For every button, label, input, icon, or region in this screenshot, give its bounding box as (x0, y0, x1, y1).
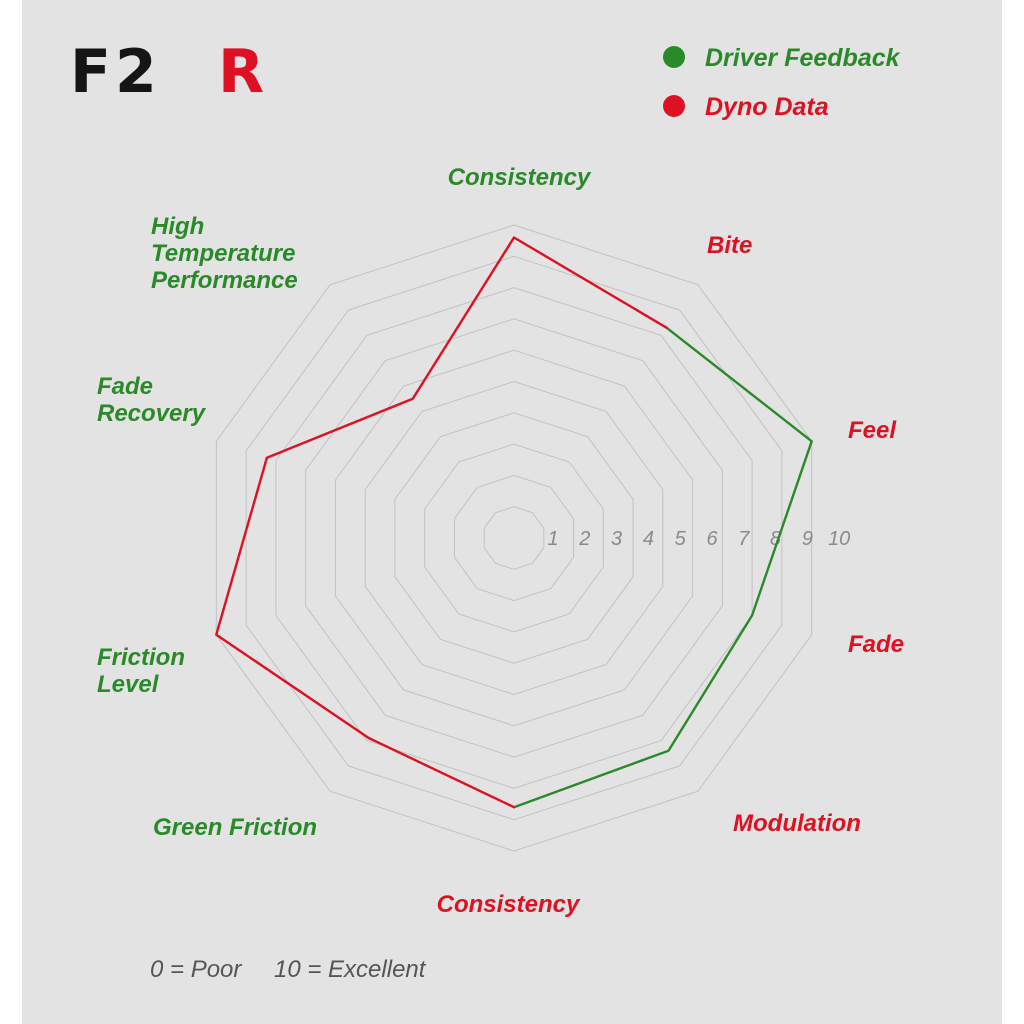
grid-ring-4 (394, 412, 634, 664)
grid-ring-2 (454, 474, 574, 602)
note-excellent: 10 = Excellent (274, 956, 427, 983)
axis-label-fade-recovery-8: Fade Recovery (97, 373, 207, 427)
axis-label-line: Temperature (151, 240, 296, 267)
axis-label-fade-3: Fade (848, 631, 904, 658)
tick-label-10: 10 (828, 528, 850, 550)
grid-ring-5 (364, 380, 664, 696)
axis-label-friction-level-7: Friction Level (97, 644, 185, 698)
grid-ring-6 (334, 349, 694, 727)
tick-label-7: 7 (738, 528, 750, 550)
axis-label-line: Recovery (97, 400, 207, 427)
scale-note: 0 = Poor 10 = Excellent (150, 956, 427, 983)
axis-label-modulation-4: Modulation (733, 810, 861, 837)
axis-label-line: Feel (848, 417, 897, 444)
axis-labels: Consistency Bite Feel Fade Modulation Consist… (97, 164, 904, 918)
axis-label-high-temperature-performance-9: High Temperature Performance (151, 213, 298, 294)
axis-label-line: Green Friction (153, 814, 317, 841)
tick-label-4: 4 (643, 528, 654, 550)
note-poor: 0 = Poor (150, 956, 242, 983)
axis-label-line: Consistency (437, 891, 581, 918)
logo-text-r: R (218, 37, 268, 107)
legend-label-driver-feedback: Driver Feedback (705, 44, 901, 72)
tick-label-5: 5 (675, 528, 687, 550)
axis-label-line: Bite (707, 232, 752, 259)
axis-label-line: Level (97, 671, 160, 698)
axis-label-line: Fade (97, 373, 153, 400)
logo-text-f2: F2 (70, 37, 161, 107)
grid-ring-8 (275, 287, 753, 789)
tick-label-2: 2 (578, 528, 590, 550)
grid-ring-10 (215, 224, 813, 852)
axis-label-feel-2: Feel (848, 417, 897, 444)
data-series (215, 236, 813, 809)
grid-ring-9 (245, 255, 783, 821)
axis-label-consistency-5: Consistency (437, 891, 581, 918)
axis-label-consistency-0: Consistency (448, 164, 592, 191)
legend-label-dyno-data: Dyno Data (705, 93, 829, 121)
brand-logo: F2 R (70, 37, 268, 107)
axis-label-line: Consistency (448, 164, 592, 191)
tick-label-8: 8 (770, 528, 781, 550)
axis-label-line: Fade (848, 631, 904, 658)
series-line-driver-feedback (512, 326, 813, 809)
legend-marker-driver-feedback (663, 46, 685, 68)
series-line-dyno-data (215, 236, 668, 809)
axis-label-line: Friction (97, 644, 185, 671)
axis-label-line: Performance (151, 267, 298, 294)
tick-label-3: 3 (611, 528, 622, 550)
tick-label-1: 1 (547, 528, 558, 550)
axis-label-line: Modulation (733, 810, 861, 837)
grid-ring-1 (483, 506, 545, 570)
grid-ring-3 (424, 443, 604, 633)
grid-ring-7 (305, 318, 723, 758)
axis-label-bite-1: Bite (707, 232, 752, 259)
axis-label-green-friction-6: Green Friction (153, 814, 317, 841)
legend-marker-dyno-data (663, 95, 685, 117)
axis-label-line: High (151, 213, 204, 240)
tick-label-6: 6 (706, 528, 718, 550)
legend: Driver Feedback Dyno Data (663, 44, 901, 121)
scale-ticks: 1 2 3 4 5 6 7 8 9 10 (547, 528, 850, 550)
chart-panel (22, 0, 1002, 1024)
tick-label-9: 9 (802, 528, 813, 550)
radar-grid (215, 224, 813, 852)
